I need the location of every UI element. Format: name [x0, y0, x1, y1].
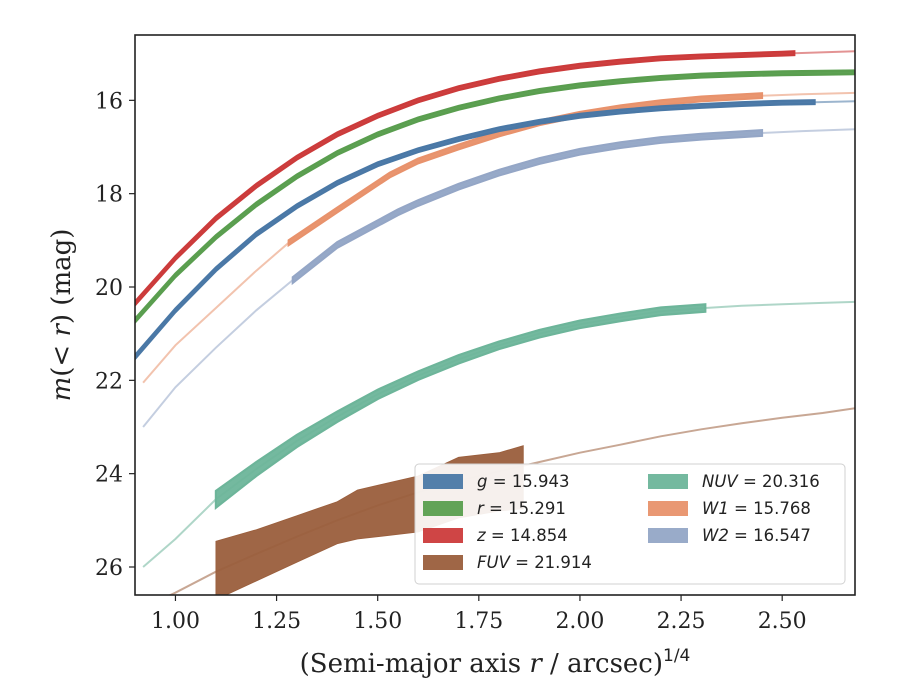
legend-label-fuv: FUV = 21.914: [477, 553, 592, 572]
x-tick-label: 2.25: [657, 609, 706, 634]
x-tick-label: 1.50: [353, 609, 402, 634]
x-tick-label: 1.75: [454, 609, 503, 634]
y-tick-label: 20: [95, 276, 123, 301]
series-g-band: [135, 99, 816, 361]
x-tick-label: 2.50: [758, 609, 807, 634]
series-g: [135, 99, 855, 361]
x-tick-label: 1.00: [151, 609, 200, 634]
legend-swatch-w1: [648, 501, 688, 516]
series-w2-band: [291, 129, 764, 286]
x-tick-label: 2.00: [555, 609, 604, 634]
legend-label-g: g = 15.943: [477, 472, 570, 491]
legend: g = 15.943 r = 15.291 z = 14.854 FUV = 21.9…: [414, 463, 846, 585]
legend-entry-w1: W1 = 15.768: [648, 499, 811, 518]
series-nuv: [142, 300, 855, 568]
legend-swatch-z: [423, 528, 463, 543]
series-w2: [142, 128, 855, 428]
legend-swatch-g: [423, 474, 463, 489]
legend-swatch-r: [423, 501, 463, 516]
x-axis-label: (Semi-major axis r / arcsec)1/4: [300, 646, 691, 679]
legend-swatch-nuv: [648, 474, 688, 489]
y-tick-label: 26: [95, 556, 123, 581]
x-axis-ticks: 1.00 1.25 1.50 1.75 2.00 2.25 2.50: [151, 595, 807, 634]
series-w1-band: [287, 92, 764, 248]
legend-entry-g: g = 15.943: [423, 472, 570, 491]
x-tick-label: 1.25: [252, 609, 301, 634]
legend-entry-w2: W2 = 16.547: [648, 526, 811, 545]
series-z-band: [135, 50, 796, 307]
y-tick-label: 18: [95, 183, 123, 208]
legend-label-r: r = 15.291: [477, 499, 566, 518]
legend-box: [414, 463, 846, 585]
series-nuv-band: [214, 303, 707, 510]
legend-label-z: z = 14.854: [476, 526, 568, 545]
legend-entry-r: r = 15.291: [423, 499, 566, 518]
series-w1: [142, 91, 855, 384]
legend-swatch-w2: [648, 528, 688, 543]
legend-label-nuv: NUV = 20.316: [702, 472, 820, 491]
legend-entry-nuv: NUV = 20.316: [648, 472, 820, 491]
series-z: [135, 50, 855, 307]
series-r-band: [135, 69, 855, 325]
y-tick-label: 24: [95, 463, 123, 488]
y-axis-label: m(< r) (mag): [47, 229, 77, 402]
legend-label-w1: W1 = 15.768: [702, 499, 811, 518]
legend-swatch-fuv: [423, 555, 463, 570]
plot-frame: [134, 34, 856, 596]
y-tick-label: 16: [95, 89, 123, 114]
y-tick-label: 22: [95, 369, 123, 394]
legend-entry-z: z = 14.854: [423, 526, 568, 545]
legend-label-w2: W2 = 16.547: [702, 526, 811, 545]
y-axis-ticks: 16 18 20 22 24 26: [95, 89, 135, 581]
series-r: [135, 69, 855, 325]
legend-entry-fuv: FUV = 21.914: [423, 553, 592, 572]
